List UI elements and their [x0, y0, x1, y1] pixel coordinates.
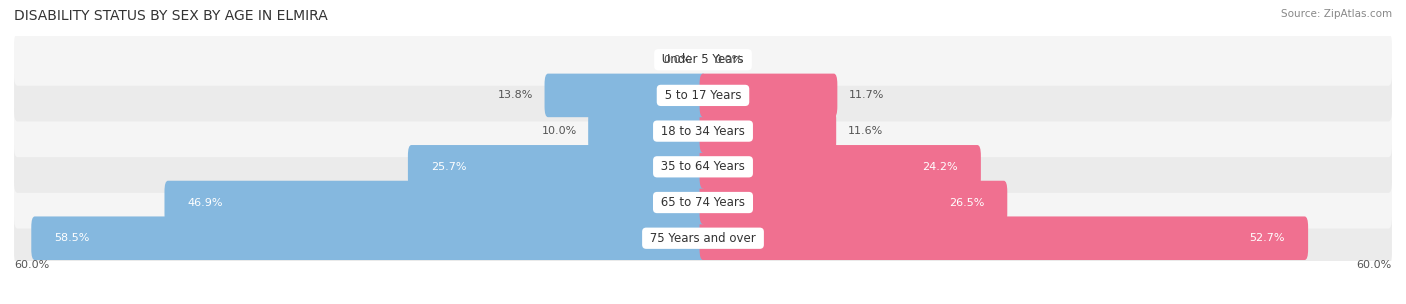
FancyBboxPatch shape: [14, 141, 1392, 193]
Text: 26.5%: 26.5%: [949, 198, 984, 208]
FancyBboxPatch shape: [544, 74, 706, 117]
FancyBboxPatch shape: [14, 34, 1392, 86]
Text: DISABILITY STATUS BY SEX BY AGE IN ELMIRA: DISABILITY STATUS BY SEX BY AGE IN ELMIR…: [14, 9, 328, 23]
FancyBboxPatch shape: [700, 181, 1007, 224]
Text: 11.7%: 11.7%: [849, 90, 884, 100]
Text: 35 to 64 Years: 35 to 64 Years: [657, 160, 749, 173]
Text: 52.7%: 52.7%: [1250, 233, 1285, 243]
Text: 58.5%: 58.5%: [55, 233, 90, 243]
Text: 75 Years and over: 75 Years and over: [647, 232, 759, 245]
FancyBboxPatch shape: [408, 145, 706, 188]
FancyBboxPatch shape: [31, 216, 706, 260]
Text: 18 to 34 Years: 18 to 34 Years: [657, 125, 749, 138]
FancyBboxPatch shape: [588, 109, 706, 153]
FancyBboxPatch shape: [700, 216, 1308, 260]
Text: 25.7%: 25.7%: [430, 162, 467, 172]
FancyBboxPatch shape: [14, 176, 1392, 229]
Text: 60.0%: 60.0%: [14, 260, 49, 270]
FancyBboxPatch shape: [14, 69, 1392, 122]
FancyBboxPatch shape: [165, 181, 706, 224]
Text: 65 to 74 Years: 65 to 74 Years: [657, 196, 749, 209]
Text: 11.6%: 11.6%: [848, 126, 883, 136]
FancyBboxPatch shape: [14, 105, 1392, 157]
Text: 0.0%: 0.0%: [664, 55, 692, 65]
Text: 13.8%: 13.8%: [498, 90, 533, 100]
Text: Under 5 Years: Under 5 Years: [658, 53, 748, 66]
FancyBboxPatch shape: [700, 145, 981, 188]
Text: 0.0%: 0.0%: [714, 55, 742, 65]
Text: 10.0%: 10.0%: [541, 126, 576, 136]
Text: 46.9%: 46.9%: [187, 198, 224, 208]
FancyBboxPatch shape: [14, 212, 1392, 264]
FancyBboxPatch shape: [700, 109, 837, 153]
Text: 60.0%: 60.0%: [1357, 260, 1392, 270]
Text: 24.2%: 24.2%: [922, 162, 957, 172]
Text: Source: ZipAtlas.com: Source: ZipAtlas.com: [1281, 9, 1392, 19]
Text: 5 to 17 Years: 5 to 17 Years: [661, 89, 745, 102]
FancyBboxPatch shape: [700, 74, 838, 117]
